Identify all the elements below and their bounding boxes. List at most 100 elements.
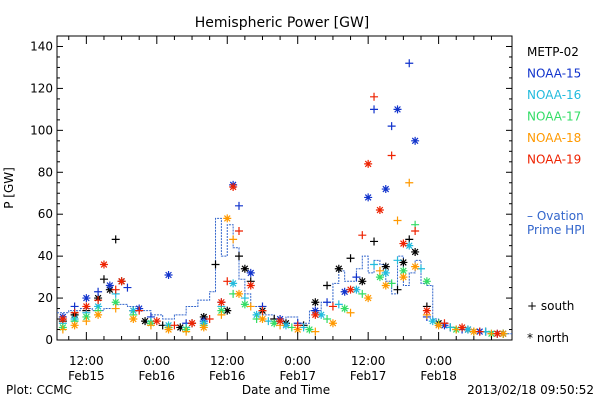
data-point <box>446 323 455 332</box>
data-point <box>111 298 120 307</box>
legend-entry: NOAA-17 <box>527 110 581 124</box>
series-noaa-18 <box>58 178 508 338</box>
data-point <box>387 151 396 160</box>
data-point <box>164 271 173 280</box>
data-point <box>370 92 379 101</box>
data-point <box>105 285 114 294</box>
legend-entry: NOAA-18 <box>527 131 581 145</box>
data-point <box>364 294 373 303</box>
data-point <box>270 319 279 328</box>
data-point <box>352 285 361 294</box>
data-point <box>235 289 243 298</box>
data-point <box>99 260 108 269</box>
data-point <box>82 317 91 326</box>
x-tick-date: Feb16 <box>209 369 246 383</box>
y-tick-label: 40 <box>38 249 53 263</box>
legend-entry: NOAA-15 <box>527 67 581 81</box>
y-tick-label: 20 <box>38 291 53 305</box>
data-point <box>246 302 255 311</box>
data-point <box>164 325 173 334</box>
data-point <box>493 329 502 338</box>
ovation-hpi-line <box>57 217 512 335</box>
data-point <box>387 122 396 131</box>
data-point <box>458 323 467 332</box>
data-point <box>352 273 361 282</box>
data-point <box>334 264 343 273</box>
series-noaa-15 <box>58 59 502 338</box>
data-point <box>317 310 326 319</box>
data-point <box>499 329 508 338</box>
data-point <box>399 266 408 275</box>
legend-ovation-line1: – Ovation <box>527 209 584 223</box>
data-point <box>358 231 367 240</box>
y-axis: 0 20 40 60 80 100 120 140 <box>30 35 512 347</box>
data-point <box>334 300 343 309</box>
data-point <box>111 235 120 244</box>
data-point <box>229 279 238 288</box>
data-point <box>287 323 296 332</box>
y-tick-label: 100 <box>30 123 53 137</box>
x-axis-label: Date and Time <box>242 383 330 397</box>
data-point <box>422 277 431 286</box>
data-point <box>94 296 103 305</box>
data-point <box>293 321 302 330</box>
x-tick-time: 12:00 <box>69 354 104 368</box>
data-point <box>240 300 249 309</box>
data-point <box>405 59 414 68</box>
plot-frame <box>56 35 513 341</box>
data-point <box>463 325 472 334</box>
data-point <box>346 254 355 263</box>
data-point <box>469 327 478 336</box>
data-point <box>364 193 373 202</box>
data-point <box>393 105 402 114</box>
data-point <box>340 287 349 296</box>
data-point <box>370 260 379 269</box>
data-point <box>311 298 320 307</box>
data-point <box>340 304 349 313</box>
data-point <box>399 258 408 267</box>
data-point <box>170 321 179 330</box>
x-tick-time: 0:00 <box>143 354 170 368</box>
data-point <box>152 317 161 326</box>
data-point <box>223 306 232 315</box>
y-tick-label: 140 <box>30 39 53 53</box>
data-point <box>293 325 302 334</box>
y-tick-label: 80 <box>38 165 53 179</box>
data-point <box>240 264 249 273</box>
data-point <box>393 285 402 294</box>
data-point <box>82 302 91 311</box>
data-point <box>217 306 226 315</box>
data-point <box>188 319 197 328</box>
y-tick-label: 60 <box>38 207 53 221</box>
data-point <box>475 327 484 336</box>
data-point <box>129 315 138 324</box>
data-point <box>105 281 114 290</box>
data-point <box>399 273 408 282</box>
legend-entry: NOAA-19 <box>527 153 581 167</box>
y-tick-label: 120 <box>30 81 53 95</box>
data-point <box>223 277 232 286</box>
data-point <box>393 256 402 265</box>
data-point <box>70 308 79 317</box>
data-point <box>258 315 267 324</box>
chart-title: Hemispheric Power [GW] <box>195 15 370 31</box>
data-point <box>405 241 414 250</box>
data-point <box>264 317 273 326</box>
data-point <box>411 226 420 235</box>
y-axis-label: P [GW] <box>2 167 16 209</box>
data-point <box>381 185 390 194</box>
data-point <box>281 321 290 330</box>
data-point <box>311 327 320 336</box>
data-point <box>94 310 103 319</box>
data-point <box>199 312 208 321</box>
data-point <box>428 317 437 326</box>
legend-ovation-line2: Prime HPI <box>527 223 585 237</box>
legend-south-marker: + south <box>527 299 574 313</box>
data-point <box>129 306 138 315</box>
series-noaa-17 <box>58 220 508 338</box>
data-point <box>217 310 226 319</box>
data-point <box>370 105 379 114</box>
data-point <box>305 325 314 334</box>
data-point <box>146 321 155 330</box>
